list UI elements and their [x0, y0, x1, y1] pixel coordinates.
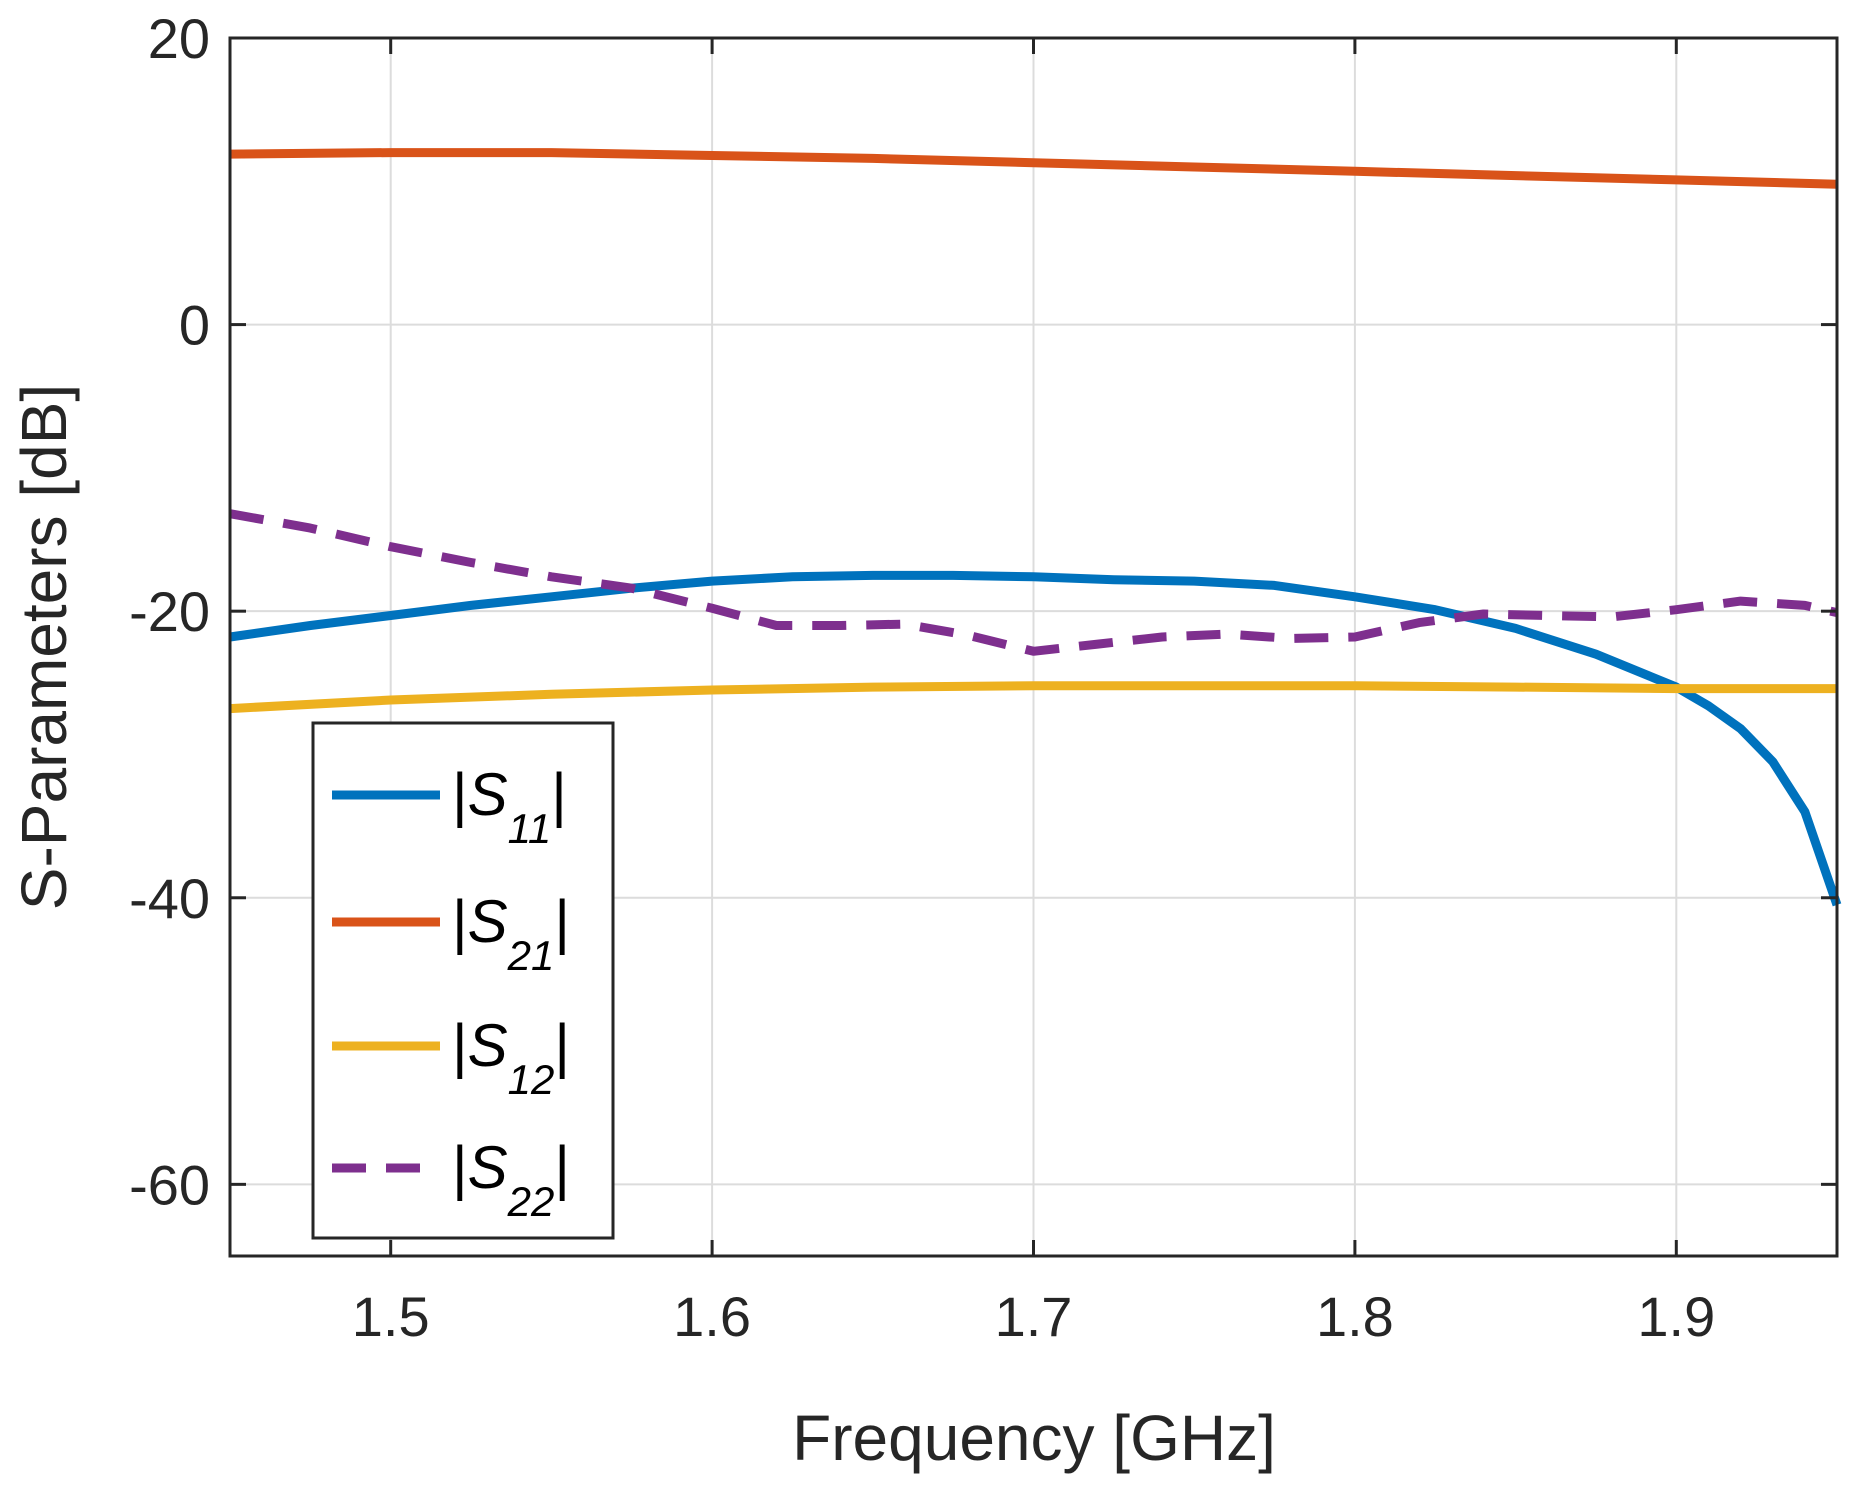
series-line-11: [229, 570, 1842, 907]
series-line-12: [229, 681, 1837, 714]
x-tick-label: 1.6: [673, 1285, 751, 1348]
y-tick-label: 0: [179, 294, 210, 357]
legend-label-11: |S11|: [452, 761, 567, 852]
legend: |S11| |S21| |S12| |S22|: [311, 721, 615, 1240]
x-tick-label: 1.5: [352, 1285, 430, 1348]
legend-label-12: |S12|: [452, 1012, 570, 1103]
x-tick-label: 1.7: [995, 1285, 1073, 1348]
y-tick-label: -40: [129, 867, 210, 930]
series-line-21: [229, 148, 1838, 189]
x-axis-title: Frequency [GHz]: [792, 1402, 1276, 1474]
series-line-22: [229, 509, 1838, 656]
legend-box: [311, 721, 615, 1240]
series-group: [229, 148, 1842, 907]
legend-label-21: |S21|: [452, 888, 570, 979]
y-tick-label: -20: [129, 580, 210, 643]
y-tick-label: -60: [129, 1153, 210, 1216]
x-tick-label: 1.8: [1316, 1285, 1394, 1348]
ticks-group: 1.5 1.6 1.7 1.8 1.9 20 0 -20 -40 -60: [129, 7, 1837, 1348]
y-tick-label: 20: [148, 7, 210, 70]
y-axis-title: S-Parameters [dB]: [8, 384, 80, 910]
legend-label-22: |S22|: [452, 1134, 570, 1225]
x-tick-label: 1.9: [1637, 1285, 1715, 1348]
